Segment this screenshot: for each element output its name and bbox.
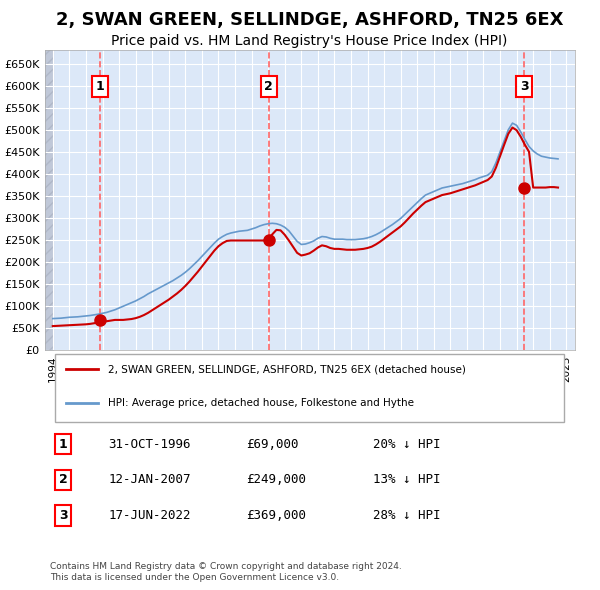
Text: 3: 3 xyxy=(520,80,529,93)
Text: 28% ↓ HPI: 28% ↓ HPI xyxy=(373,509,440,522)
Bar xyxy=(44,50,53,350)
Text: £249,000: £249,000 xyxy=(246,473,306,486)
Text: 2, SWAN GREEN, SELLINDGE, ASHFORD, TN25 6EX: 2, SWAN GREEN, SELLINDGE, ASHFORD, TN25 … xyxy=(56,11,563,29)
Text: 1: 1 xyxy=(95,80,104,93)
Text: HPI: Average price, detached house, Folkestone and Hythe: HPI: Average price, detached house, Folk… xyxy=(108,398,414,408)
Text: 2: 2 xyxy=(265,80,273,93)
Text: Price paid vs. HM Land Registry's House Price Index (HPI): Price paid vs. HM Land Registry's House … xyxy=(112,34,508,48)
Text: £369,000: £369,000 xyxy=(246,509,306,522)
Text: 17-JUN-2022: 17-JUN-2022 xyxy=(108,509,191,522)
Text: 31-OCT-1996: 31-OCT-1996 xyxy=(108,438,191,451)
Text: 1: 1 xyxy=(59,438,67,451)
Text: Contains HM Land Registry data © Crown copyright and database right 2024.
This d: Contains HM Land Registry data © Crown c… xyxy=(50,562,401,582)
Text: 3: 3 xyxy=(59,509,67,522)
Text: 12-JAN-2007: 12-JAN-2007 xyxy=(108,473,191,486)
Text: £69,000: £69,000 xyxy=(246,438,298,451)
Text: 20% ↓ HPI: 20% ↓ HPI xyxy=(373,438,440,451)
Text: 2: 2 xyxy=(59,473,67,486)
Text: 13% ↓ HPI: 13% ↓ HPI xyxy=(373,473,440,486)
FancyBboxPatch shape xyxy=(55,354,564,422)
Text: 2, SWAN GREEN, SELLINDGE, ASHFORD, TN25 6EX (detached house): 2, SWAN GREEN, SELLINDGE, ASHFORD, TN25 … xyxy=(108,364,466,374)
